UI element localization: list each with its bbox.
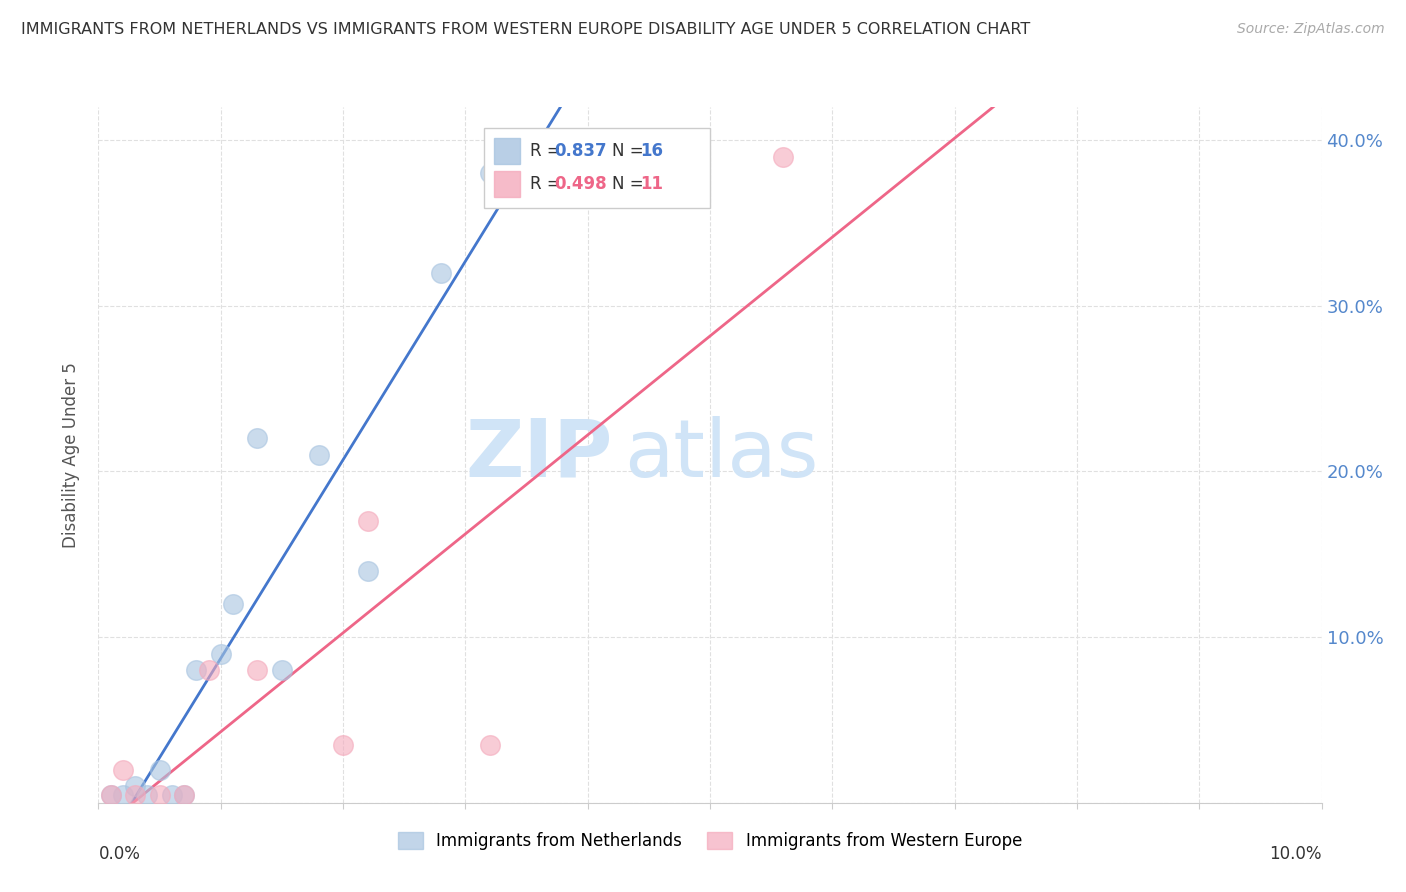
Text: 11: 11: [640, 175, 664, 194]
Point: [478, 738, 501, 752]
Text: N =: N =: [612, 142, 650, 160]
Text: Source: ZipAtlas.com: Source: ZipAtlas.com: [1237, 22, 1385, 37]
Point: [160, 788, 183, 802]
Point: [100, 788, 122, 802]
Point: [222, 597, 245, 611]
Point: [308, 448, 330, 462]
Text: 0.837: 0.837: [555, 142, 607, 160]
Point: [197, 663, 219, 677]
Text: 10.0%: 10.0%: [1270, 845, 1322, 863]
Text: 16: 16: [640, 142, 664, 160]
Point: [111, 763, 134, 777]
Bar: [484, 128, 710, 208]
Point: [332, 738, 354, 752]
Bar: [494, 171, 520, 197]
Text: R =: R =: [530, 175, 567, 194]
Point: [173, 788, 195, 802]
Point: [356, 564, 378, 578]
Point: [124, 788, 146, 802]
Text: R =: R =: [530, 142, 567, 160]
Text: 0.498: 0.498: [555, 175, 607, 194]
Point: [149, 763, 172, 777]
Point: [173, 788, 195, 802]
Point: [209, 647, 232, 661]
Point: [478, 166, 501, 180]
Point: [186, 663, 208, 677]
Bar: [494, 137, 520, 164]
Point: [430, 266, 453, 280]
Point: [136, 788, 159, 802]
Text: ZIP: ZIP: [465, 416, 612, 494]
Y-axis label: Disability Age Under 5: Disability Age Under 5: [62, 362, 80, 548]
Point: [772, 150, 794, 164]
Point: [246, 663, 269, 677]
Text: N =: N =: [612, 175, 650, 194]
Legend: Immigrants from Netherlands, Immigrants from Western Europe: Immigrants from Netherlands, Immigrants …: [391, 826, 1029, 857]
Point: [356, 514, 378, 528]
Point: [270, 663, 292, 677]
Point: [124, 779, 146, 793]
Point: [100, 788, 122, 802]
Point: [111, 788, 134, 802]
Text: atlas: atlas: [624, 416, 818, 494]
Text: 0.0%: 0.0%: [98, 845, 141, 863]
Point: [149, 788, 172, 802]
Text: IMMIGRANTS FROM NETHERLANDS VS IMMIGRANTS FROM WESTERN EUROPE DISABILITY AGE UND: IMMIGRANTS FROM NETHERLANDS VS IMMIGRANT…: [21, 22, 1031, 37]
Point: [246, 431, 269, 445]
